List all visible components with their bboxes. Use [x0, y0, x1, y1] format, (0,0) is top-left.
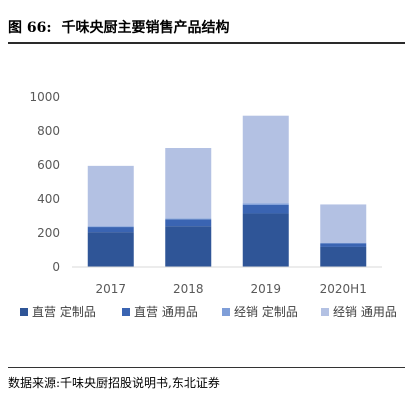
bar-stack-2019	[242, 115, 289, 267]
bar-segment	[320, 204, 367, 243]
source-note: 数据来源:千味央厨招股说明书,东北证券	[8, 376, 220, 390]
y-tick-label: 600	[37, 158, 60, 172]
figure-label: 图 66:	[8, 20, 52, 36]
bar-segment	[165, 148, 212, 219]
legend-item: 直营 通用品	[122, 305, 198, 319]
y-axis-ticks: 0 200 400 600 800 1000	[29, 90, 60, 274]
figure-title: 千味央厨主要销售产品结构	[61, 20, 230, 36]
bar-stack-2020H1	[320, 204, 367, 267]
bar-stack-2018	[165, 148, 212, 267]
bar-segment	[320, 243, 367, 247]
bar-stacks	[87, 115, 367, 267]
legend-label: 直营 定制品	[32, 304, 96, 319]
bar-stack-2017	[87, 165, 134, 267]
legend-label: 经销 通用品	[333, 305, 397, 319]
bar-segment	[242, 204, 289, 214]
legend-swatch	[222, 308, 230, 316]
legend-label: 经销 定制品	[234, 304, 298, 319]
legend-swatch	[20, 308, 28, 316]
x-tick-label: 2020H1	[320, 282, 367, 296]
legend-swatch	[122, 308, 130, 316]
bar-segment	[242, 115, 289, 204]
legend-item: 直营 定制品	[20, 304, 96, 319]
x-tick-label: 2017	[95, 282, 126, 296]
x-tick-label: 2018	[173, 282, 204, 296]
bar-segment	[242, 203, 289, 205]
y-tick-label: 400	[37, 192, 60, 206]
legend-item: 经销 通用品	[321, 305, 397, 319]
bar-segment	[87, 226, 134, 228]
bar-segment	[320, 246, 367, 267]
y-tick-label: 0	[52, 260, 60, 274]
x-tick-label: 2019	[250, 282, 281, 296]
legend-label: 直营 通用品	[134, 305, 198, 319]
legend-item: 经销 定制品	[222, 304, 298, 319]
x-axis-labels: 2017 2018 2019 2020H1	[95, 282, 366, 296]
bar-segment	[320, 242, 367, 244]
bar-segment	[87, 227, 134, 233]
bar-segment	[165, 218, 212, 220]
y-tick-label: 1000	[29, 90, 60, 104]
source-divider	[8, 367, 405, 368]
y-tick-label: 200	[37, 226, 60, 240]
bar-segment	[165, 226, 212, 267]
bar-segment	[87, 165, 134, 227]
bar-segment	[242, 213, 289, 267]
legend: 直营 定制品 直营 通用品 经销 定制品 经销 通用品	[20, 304, 397, 319]
bar-segment	[165, 219, 212, 227]
y-tick-label: 800	[37, 124, 60, 138]
bar-segment	[87, 232, 134, 267]
title-divider	[8, 42, 405, 44]
legend-swatch	[321, 308, 329, 316]
figure-title-bar: 图 66: 千味央厨主要销售产品结构	[8, 17, 405, 39]
